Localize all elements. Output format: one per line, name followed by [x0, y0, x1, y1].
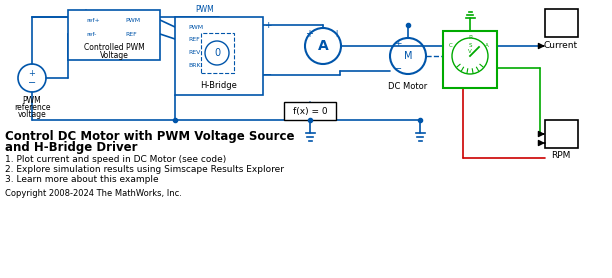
- Text: +: +: [305, 29, 313, 39]
- Text: Controlled PWM: Controlled PWM: [84, 43, 144, 51]
- Text: Current: Current: [544, 41, 578, 49]
- FancyBboxPatch shape: [68, 10, 160, 60]
- FancyBboxPatch shape: [545, 9, 578, 37]
- Text: PWM: PWM: [125, 18, 140, 23]
- Text: f(x) = 0: f(x) = 0: [293, 106, 327, 115]
- Text: ref+: ref+: [86, 18, 100, 23]
- Text: +: +: [394, 38, 401, 48]
- Text: Voltage: Voltage: [100, 51, 129, 59]
- Text: S: S: [468, 43, 472, 48]
- Text: PWM: PWM: [188, 24, 203, 29]
- FancyBboxPatch shape: [443, 31, 497, 88]
- Text: C: C: [449, 43, 453, 48]
- Text: RPM: RPM: [551, 152, 570, 160]
- Text: A: A: [485, 43, 489, 48]
- Text: 1. Plot current and speed in DC Motor (see code): 1. Plot current and speed in DC Motor (s…: [5, 155, 226, 164]
- Text: ref-: ref-: [86, 31, 96, 36]
- Text: voltage: voltage: [18, 110, 47, 118]
- Text: A: A: [318, 39, 329, 53]
- Text: 2. Explore simulation results using Simscape Results Explorer: 2. Explore simulation results using Sims…: [5, 165, 284, 174]
- Text: REF: REF: [125, 31, 136, 36]
- Text: 3. Learn more about this example: 3. Learn more about this example: [5, 175, 159, 184]
- Text: REV: REV: [188, 49, 200, 54]
- FancyBboxPatch shape: [201, 33, 234, 73]
- Text: 0: 0: [214, 48, 220, 58]
- Text: I: I: [335, 29, 337, 38]
- Text: H-Bridge: H-Bridge: [201, 81, 237, 90]
- Text: PWM: PWM: [23, 96, 42, 105]
- Text: REF: REF: [188, 36, 200, 41]
- Text: +: +: [264, 21, 272, 29]
- Text: +: +: [29, 68, 35, 78]
- Text: Copyright 2008-2024 The MathWorks, Inc.: Copyright 2008-2024 The MathWorks, Inc.: [5, 189, 182, 198]
- Text: R: R: [468, 34, 472, 39]
- Text: M: M: [404, 51, 412, 61]
- FancyBboxPatch shape: [545, 120, 578, 148]
- Text: −: −: [28, 78, 36, 88]
- Text: −: −: [394, 64, 402, 74]
- Text: reference: reference: [13, 103, 50, 111]
- Text: PWM: PWM: [196, 4, 214, 14]
- Text: BRK: BRK: [188, 63, 201, 68]
- Text: Control DC Motor with PWM Voltage Source: Control DC Motor with PWM Voltage Source: [5, 130, 294, 143]
- Text: and H-Bridge Driver: and H-Bridge Driver: [5, 141, 138, 154]
- Text: V: V: [468, 48, 472, 53]
- Text: DC Motor: DC Motor: [389, 81, 428, 91]
- Text: −: −: [263, 70, 273, 80]
- FancyBboxPatch shape: [175, 17, 263, 95]
- FancyBboxPatch shape: [284, 102, 336, 120]
